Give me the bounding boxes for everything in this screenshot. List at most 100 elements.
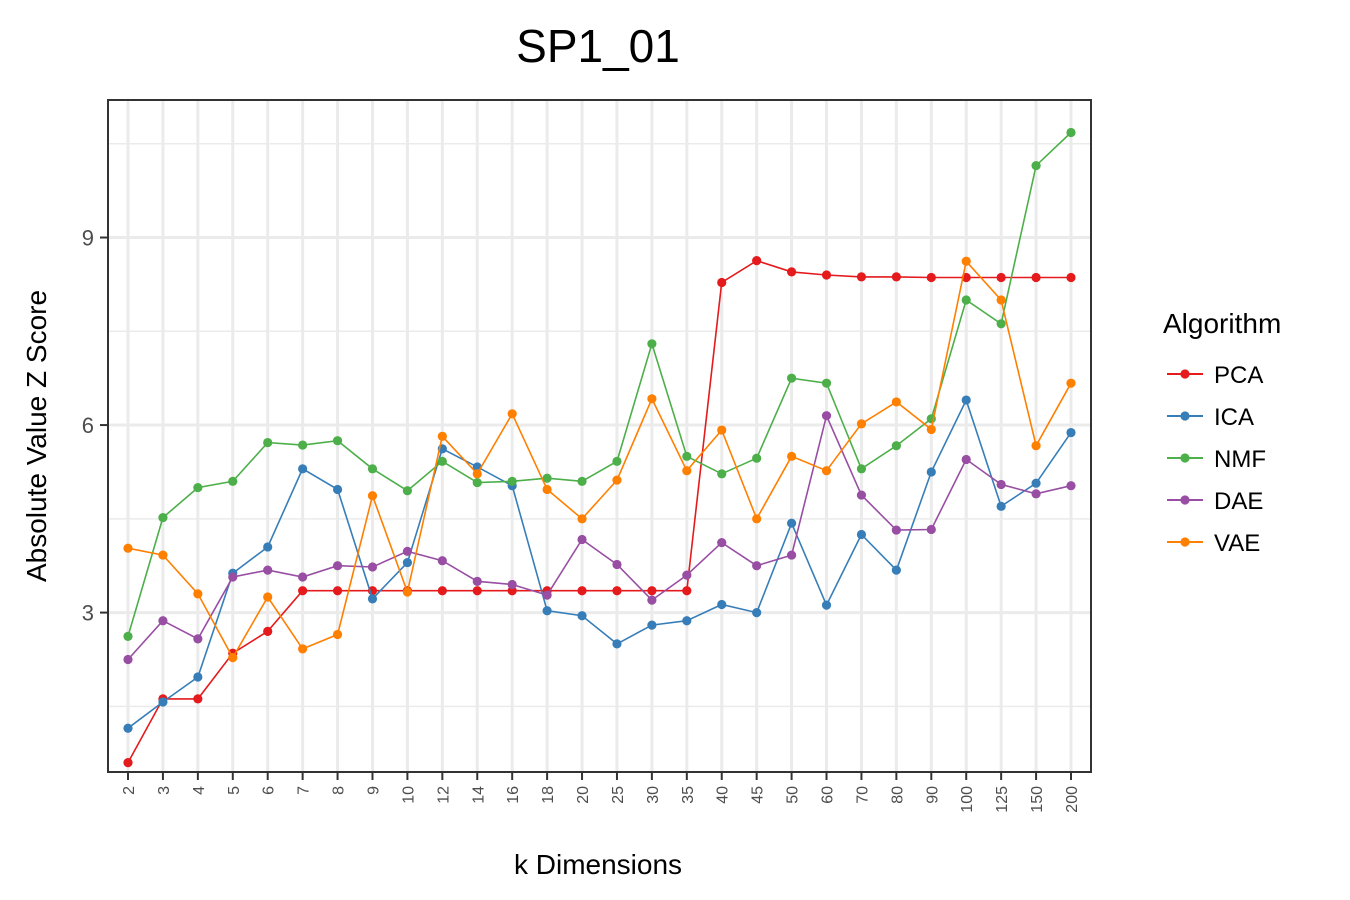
data-point xyxy=(263,542,273,552)
data-point xyxy=(158,512,168,523)
data-point xyxy=(542,484,552,495)
data-point xyxy=(1066,378,1076,388)
data-point xyxy=(472,586,482,596)
data-point xyxy=(437,456,447,466)
data-point xyxy=(647,339,657,349)
data-point xyxy=(228,476,238,486)
legend-label: DAE xyxy=(1214,488,1263,515)
data-point xyxy=(1066,481,1076,491)
data-point xyxy=(402,557,413,568)
x-tick-label: 7 xyxy=(296,786,313,795)
data-point xyxy=(891,397,901,407)
data-point xyxy=(612,456,622,466)
data-point xyxy=(717,469,727,479)
data-point xyxy=(752,453,762,463)
data-point xyxy=(123,758,133,768)
y-tick-label: 9 xyxy=(82,226,94,251)
legend-item-dae: DAE xyxy=(1167,488,1263,515)
legend-item-ica: ICA xyxy=(1167,404,1254,431)
data-point xyxy=(996,319,1006,329)
series-vae xyxy=(123,256,1076,663)
x-axis-title: k Dimensions xyxy=(514,849,682,880)
data-point xyxy=(402,587,413,597)
x-tick-label: 125 xyxy=(994,786,1011,813)
data-point xyxy=(263,437,273,448)
data-point xyxy=(402,546,413,556)
x-tick-label: 80 xyxy=(889,786,906,804)
data-point xyxy=(193,694,203,704)
data-point xyxy=(996,272,1006,283)
y-axis-title: Absolute Value Z Score xyxy=(21,290,52,582)
data-point xyxy=(891,441,901,451)
data-point xyxy=(367,594,378,604)
data-point xyxy=(298,644,308,654)
series-dae xyxy=(123,411,1076,665)
data-point xyxy=(577,586,587,596)
data-point xyxy=(298,586,308,596)
data-point xyxy=(1031,441,1041,451)
data-point xyxy=(1031,478,1041,488)
data-point xyxy=(891,525,901,535)
data-point xyxy=(332,586,343,596)
data-point xyxy=(821,378,832,388)
x-tick-label: 35 xyxy=(680,786,697,804)
data-point xyxy=(158,550,168,560)
data-point xyxy=(821,466,832,476)
series-line-dae xyxy=(127,413,1072,661)
legend-key-point xyxy=(1180,411,1190,421)
data-point xyxy=(856,464,867,474)
data-point xyxy=(193,482,203,493)
series-ica xyxy=(123,395,1076,733)
data-point xyxy=(472,469,482,479)
data-point xyxy=(752,607,762,618)
data-point xyxy=(1031,489,1041,499)
data-point xyxy=(786,267,797,277)
data-point xyxy=(332,561,343,571)
x-tick-label: 90 xyxy=(924,786,941,804)
data-point xyxy=(193,589,203,599)
x-tick-label: 100 xyxy=(959,786,976,813)
data-point xyxy=(856,490,867,500)
x-tick-label: 150 xyxy=(1029,786,1046,813)
data-point xyxy=(577,534,587,545)
data-point xyxy=(682,570,692,580)
data-point xyxy=(437,556,447,566)
data-point xyxy=(298,464,308,474)
x-tick-label: 45 xyxy=(750,786,767,804)
x-tick-label: 2 xyxy=(121,786,138,795)
data-point xyxy=(752,514,762,524)
data-point xyxy=(926,272,936,283)
data-point xyxy=(437,586,447,596)
x-tick-label: 12 xyxy=(435,786,452,804)
data-point xyxy=(612,559,622,570)
legend-label: ICA xyxy=(1214,404,1254,431)
data-point xyxy=(961,395,971,405)
y-tick-label: 6 xyxy=(82,413,94,438)
data-point xyxy=(682,466,692,476)
legend-item-nmf: NMF xyxy=(1167,446,1266,473)
data-point xyxy=(367,491,378,501)
legend-label: PCA xyxy=(1214,362,1263,389)
x-tick-label: 4 xyxy=(191,786,208,795)
data-point xyxy=(298,572,308,582)
x-tick-label: 8 xyxy=(331,786,348,795)
data-point xyxy=(856,272,867,282)
data-point xyxy=(752,561,762,571)
data-point xyxy=(123,723,133,733)
data-point xyxy=(682,616,692,626)
series-line-nmf xyxy=(127,131,1072,637)
legend-key-point xyxy=(1180,537,1190,547)
data-point xyxy=(647,586,657,596)
data-point xyxy=(856,419,867,429)
series-nmf xyxy=(123,127,1076,641)
data-point xyxy=(577,611,587,621)
x-tick-label: 50 xyxy=(785,786,802,804)
legend-label: NMF xyxy=(1214,446,1266,473)
data-point xyxy=(891,272,901,282)
data-point xyxy=(926,467,936,477)
data-point xyxy=(123,654,133,665)
data-point xyxy=(542,606,552,616)
